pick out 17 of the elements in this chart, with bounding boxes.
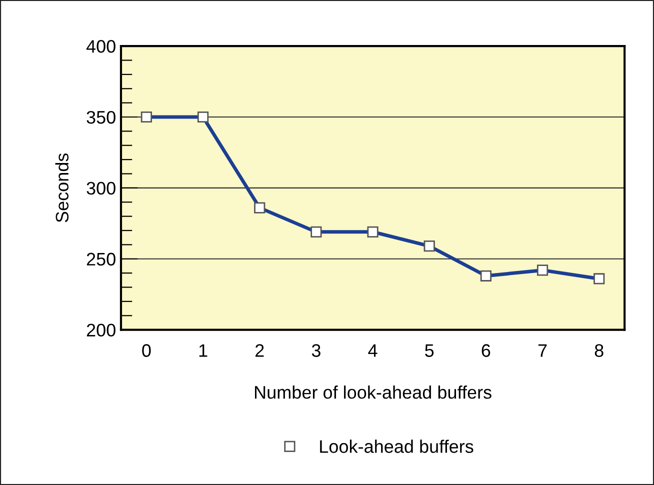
y-axis-title: Seconds xyxy=(55,153,69,222)
x-tick-label: 6 xyxy=(482,344,490,357)
x-tick-label: 7 xyxy=(538,344,547,357)
y-tick-label: 200 xyxy=(86,324,116,337)
y-tick-label: 350 xyxy=(86,110,116,124)
x-tick-label: 8 xyxy=(594,344,604,357)
x-tick-label: 0 xyxy=(142,344,151,357)
y-tick-label: 400 xyxy=(86,40,116,53)
y-tick-label: 250 xyxy=(86,252,116,266)
legend-label: Look-ahead buffers xyxy=(320,440,474,453)
x-tick-label: 5 xyxy=(425,344,434,357)
x-tick-label: 1 xyxy=(199,344,208,357)
x-tick-label: 3 xyxy=(312,344,320,357)
x-axis-title: Number of look-ahead buffers xyxy=(254,386,492,399)
x-tick-label: 4 xyxy=(368,344,378,357)
x-tick-label: 2 xyxy=(256,344,264,357)
y-tick-label: 300 xyxy=(86,182,116,195)
